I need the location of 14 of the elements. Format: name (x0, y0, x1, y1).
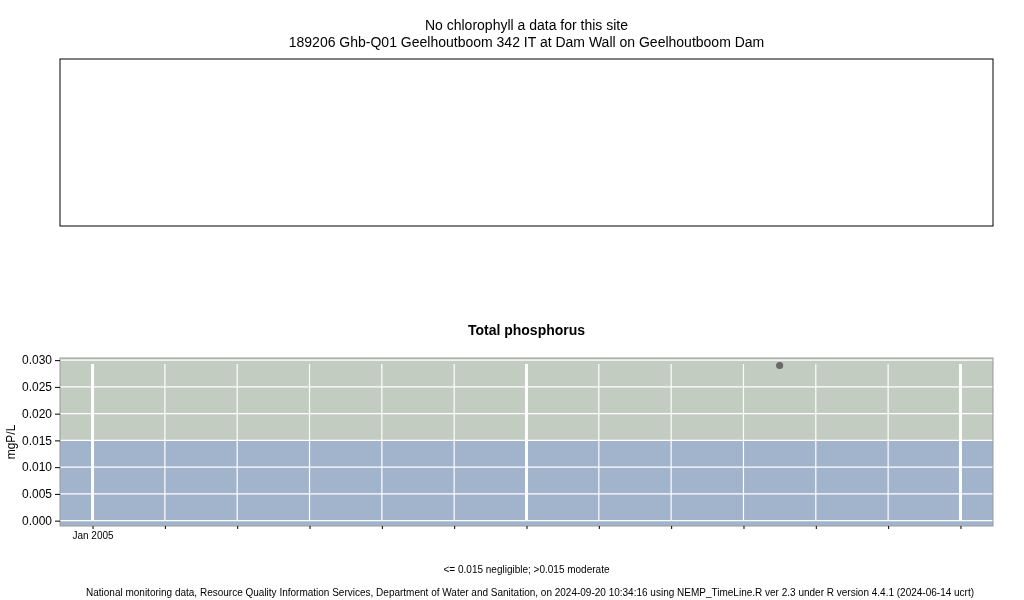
text: National monitoring data, Resource Quality Information Services, Department of Water and Sanitation, on 2024-09-20 10:34:16 using NEMP_TimeLine.R ver 2.3 under R version 4.4.1 (2024-06-14 ucrt) (85, 587, 975, 598)
text: No chlorophyll a data for this site (424, 17, 629, 33)
y-tick-label: 0.010 (21, 460, 53, 475)
text: <= 0.015 negligible; >0.015 moderate (443, 564, 610, 575)
y-axis-title: mgP/L (4, 424, 18, 460)
chart-title: Total phosphorus (467, 322, 586, 338)
y-tick-label: 0.025 (21, 380, 53, 395)
y-tick-label: 0.000 (21, 513, 53, 528)
y-tick-label: 0.020 (21, 406, 53, 421)
y-tick-label: 0.030 (21, 353, 53, 368)
y-tick-label: 0.005 (21, 487, 53, 502)
x-tick-label: Jan 2005 (72, 530, 115, 542)
y-tick-label: 0.015 (21, 433, 53, 448)
text: 189206 Ghb-Q01 Geelhoutboom 342 IT at Dam Wall on Geelhoutboom Dam (288, 34, 765, 50)
